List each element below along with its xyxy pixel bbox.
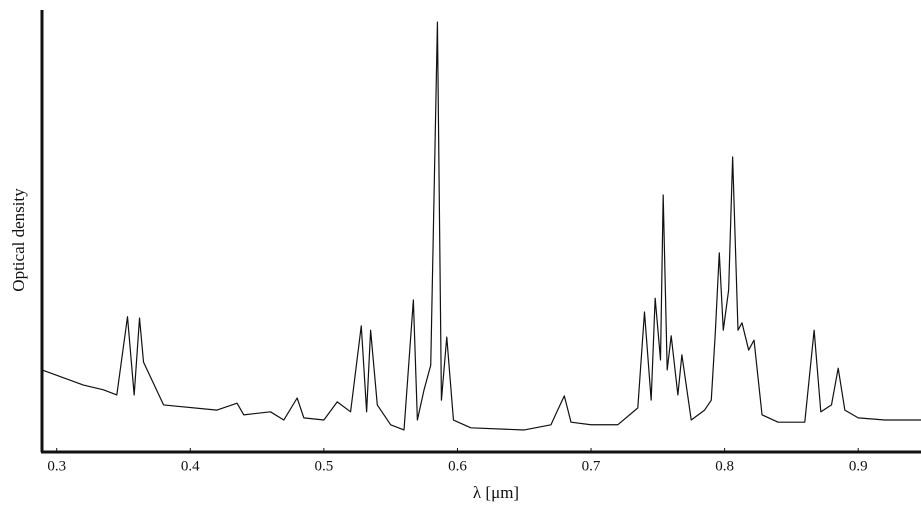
- x-tick-label: 0.5: [314, 458, 333, 474]
- x-tick-label: 0.6: [448, 458, 467, 474]
- x-tick-label: 0.7: [582, 458, 601, 474]
- x-tick-label: 0.8: [715, 458, 734, 474]
- spectrum-line: [41, 21, 921, 431]
- x-tick-label: 0.3: [47, 458, 66, 474]
- x-tick-label: 0.9: [849, 458, 868, 474]
- y-axis-label: Optical density: [9, 188, 28, 292]
- x-axis-label: λ [μm]: [473, 483, 519, 502]
- x-tick-label: 0.4: [181, 458, 200, 474]
